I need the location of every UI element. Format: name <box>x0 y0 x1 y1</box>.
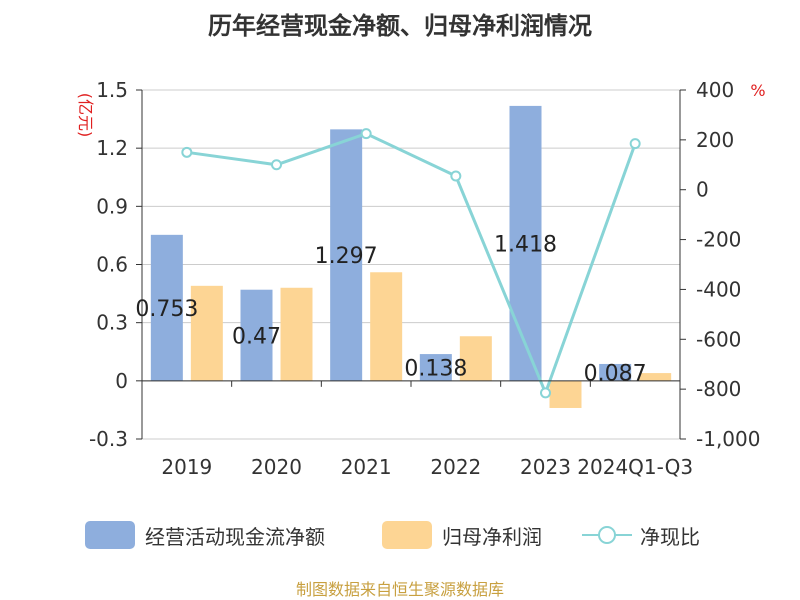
cash-ratio-line <box>186 132 637 398</box>
legend-line-cash-ratio <box>582 521 632 549</box>
bar-cashflow <box>150 234 183 381</box>
chart-title: 历年经营现金净额、归母净利润情况 <box>208 12 592 40</box>
bar-net-profit <box>549 380 582 408</box>
left-axis-tick-label: 0.6 <box>96 253 128 277</box>
bar-data-label: 0.138 <box>404 356 467 381</box>
left-axis-tick-label: -0.3 <box>89 427 128 451</box>
legend-label-net-profit: 归母净利润 <box>442 524 542 549</box>
x-axis-tick-label: 2024Q1-Q3 <box>577 455 693 479</box>
legend-item-cashflow[interactable]: 经营活动现金流净额 <box>85 518 325 552</box>
left-axis-tick-label: 0 <box>115 369 128 393</box>
bar-data-label: 0.753 <box>135 297 198 322</box>
left-axis-tick-label: 1.2 <box>96 136 128 160</box>
left-axis-tick-label: 0.9 <box>96 194 128 218</box>
legend-label-cashflow: 经营活动现金流净额 <box>145 524 325 549</box>
legend-item-cash-ratio[interactable]: 净现比 <box>582 518 700 552</box>
x-axis-tick-label: 2022 <box>430 455 481 479</box>
x-axis-tick-label: 2021 <box>341 455 392 479</box>
legend: 经营活动现金流净额 归母净利润 净现比 <box>0 518 800 552</box>
right-axis-tick-label: -600 <box>696 327 741 351</box>
x-axis-tick-label: 2019 <box>161 455 212 479</box>
bar-data-label: 1.297 <box>315 244 378 269</box>
right-axis-tick-label: 400 <box>696 78 734 102</box>
bar-data-label: 1.418 <box>494 232 557 257</box>
axes: 1.5 1.2 0.9 0.6 0.3 0 -0.3 400 200 0 -200 -400 -600 -… <box>76 78 766 479</box>
x-axis-tick-label: 2023 <box>520 455 571 479</box>
cash-ratio-point <box>181 146 193 158</box>
cash-ratio-point <box>629 138 641 150</box>
legend-label-cash-ratio: 净现比 <box>640 524 700 549</box>
bar-series <box>150 105 672 408</box>
right-axis-unit: % <box>750 81 765 100</box>
left-axis-tick-label: 1.5 <box>96 78 128 102</box>
bar-net-profit <box>190 285 223 381</box>
bar-cashflow <box>599 363 632 381</box>
bar-net-profit <box>639 373 672 381</box>
left-axis-tick-label: 0.3 <box>96 311 128 335</box>
source-note: 制图数据来自恒生聚源数据库 <box>295 580 504 599</box>
x-axis-tick-label: 2020 <box>251 455 302 479</box>
line-series <box>181 128 641 399</box>
cash-ratio-point <box>540 387 551 399</box>
cash-ratio-point <box>271 159 282 171</box>
right-axis-tick-label: -800 <box>696 377 741 401</box>
bar-cashflow <box>419 354 452 381</box>
cash-ratio-point <box>360 128 372 140</box>
bar-data-label: 0.087 <box>584 361 647 386</box>
bar-net-profit <box>459 336 492 381</box>
bar-cashflow <box>509 105 542 381</box>
bar-data-label: 0.47 <box>232 324 281 349</box>
data-labels: 0.753 0.47 1.297 0.138 1.418 0.087 <box>135 232 646 386</box>
bar-cashflow <box>330 129 363 381</box>
right-axis-tick-label: -1,000 <box>696 427 760 451</box>
bar-net-profit <box>370 272 403 381</box>
legend-item-net-profit[interactable]: 归母净利润 <box>382 518 542 552</box>
cash-ratio-point <box>450 170 462 182</box>
bar-cashflow <box>240 289 273 381</box>
right-axis-tick-label: -200 <box>696 228 741 252</box>
legend-swatch-net-profit <box>382 521 432 549</box>
legend-swatch-cashflow <box>85 521 135 549</box>
right-axis-tick-label: 0 <box>696 178 709 202</box>
left-axis-unit: (亿元) <box>76 93 95 138</box>
right-axis-tick-label: -400 <box>696 277 741 301</box>
right-axis-tick-label: 200 <box>696 128 734 152</box>
bar-net-profit <box>280 287 313 381</box>
